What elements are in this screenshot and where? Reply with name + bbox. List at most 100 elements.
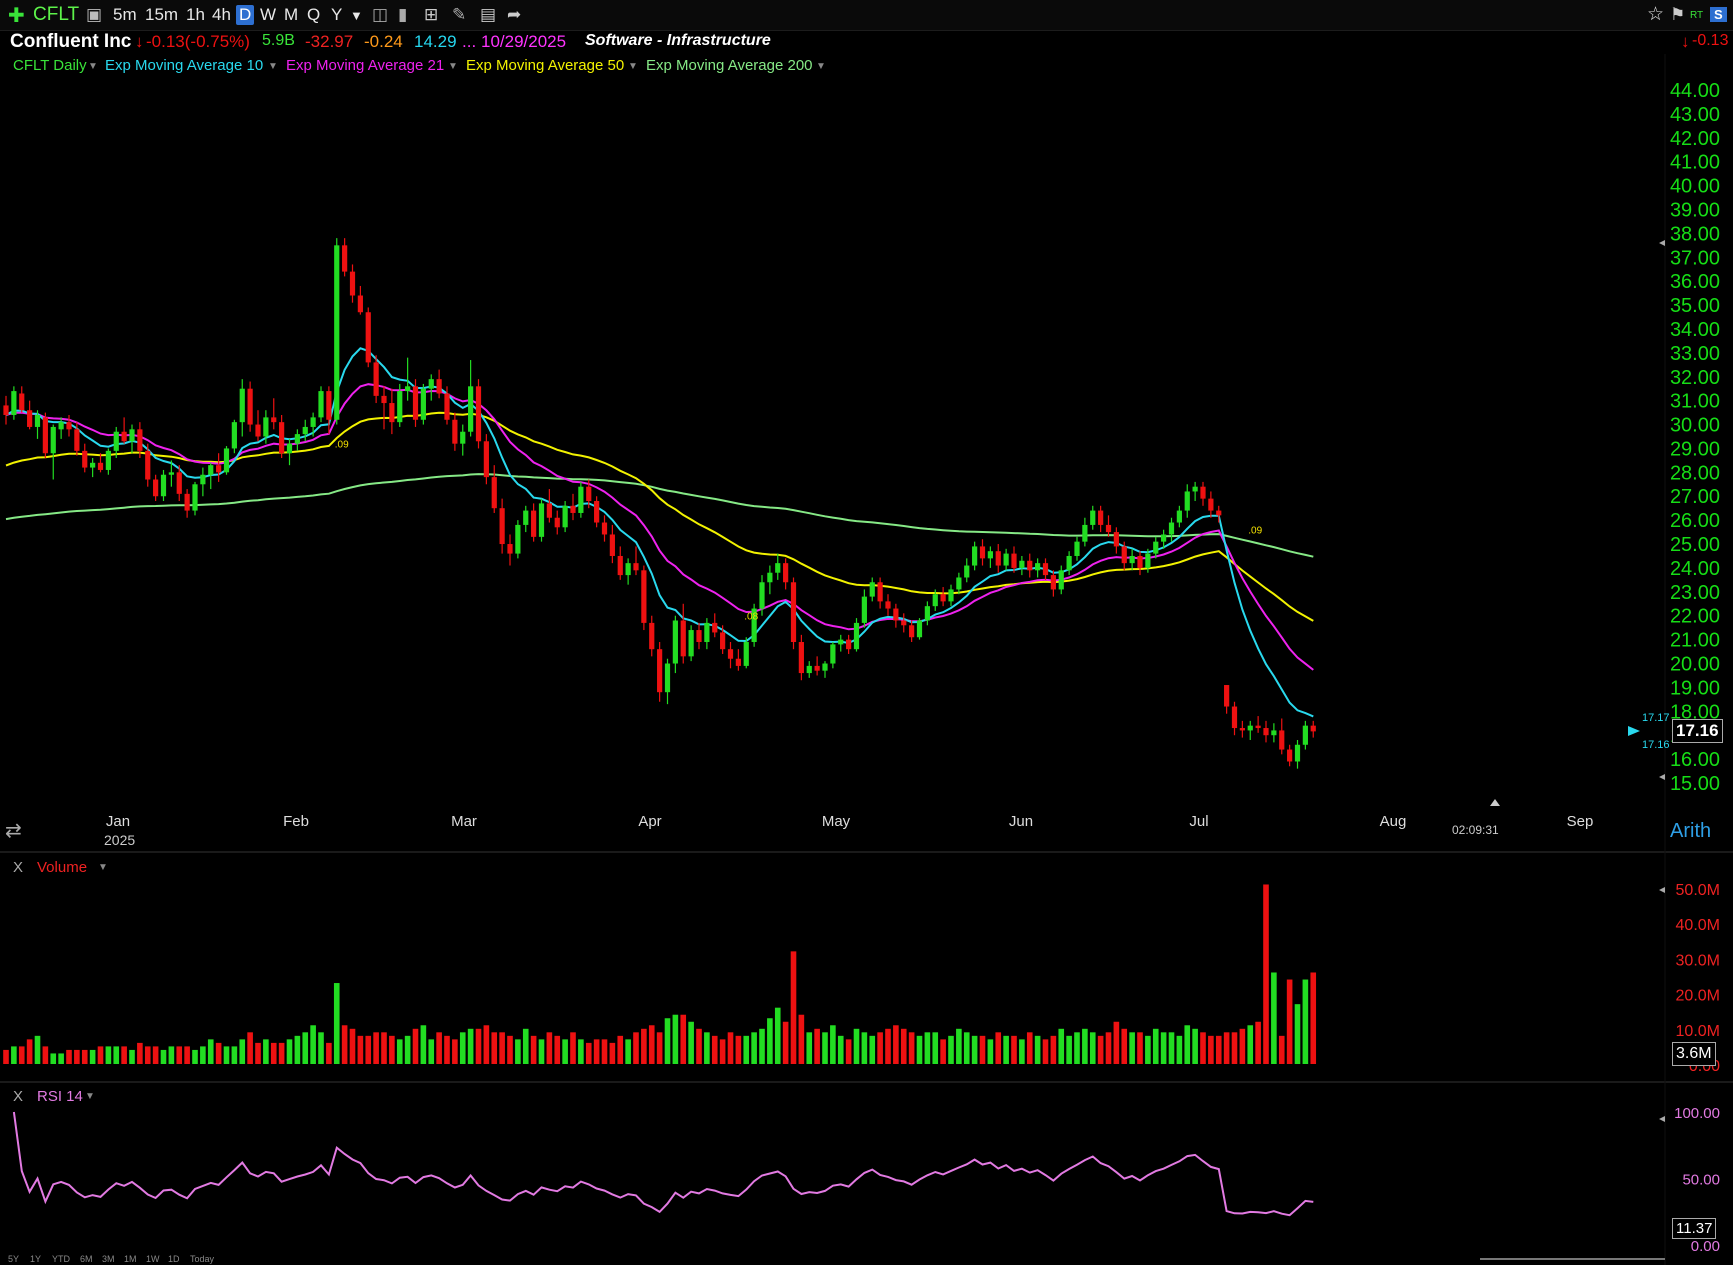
rsi-close-button[interactable]: X (13, 1088, 24, 1105)
range-button[interactable]: 1W (146, 1254, 160, 1264)
candle-body (1121, 546, 1127, 564)
price-tick-label: 19.00 (1670, 677, 1720, 699)
interval-d[interactable]: D (236, 5, 255, 25)
legend-ema50[interactable]: Exp Moving Average 50 (466, 57, 625, 74)
volume-dropdown-icon[interactable]: ▼ (98, 862, 108, 873)
market-cap: 5.9B (262, 32, 295, 49)
favorite-star-icon[interactable]: ☆ (1647, 4, 1665, 25)
interval-dropdown-icon[interactable]: ▼ (350, 8, 363, 23)
dividend-mark: .08 (744, 612, 758, 623)
candle-body (1129, 555, 1135, 564)
candle (349, 264, 356, 303)
interval-m[interactable]: M (284, 5, 299, 24)
candle (113, 426, 119, 459)
candle-body (373, 362, 379, 396)
ema21-line (5, 383, 1314, 671)
candle (531, 503, 537, 542)
candle (727, 642, 734, 669)
scale-mode[interactable]: Arith (1670, 820, 1712, 842)
volume-bar (11, 1046, 17, 1064)
interval-1h[interactable]: 1h (186, 5, 205, 24)
candle-body (153, 479, 159, 497)
candle-body (318, 391, 324, 418)
candle (279, 414, 285, 459)
candle (1027, 553, 1033, 578)
range-button[interactable]: 5Y (8, 1254, 20, 1264)
candle (27, 400, 33, 430)
legend-ema10-dropdown-icon[interactable]: ▼ (268, 61, 278, 72)
volume-bar (735, 1035, 742, 1064)
legend-ema21[interactable]: Exp Moving Average 21 (286, 57, 445, 74)
time-axis-label: Jul (1189, 813, 1208, 830)
more-ellipsis[interactable]: ... (462, 32, 477, 51)
bar-style-icon[interactable]: ▮ (398, 5, 408, 24)
axis-arrow-icon (1659, 1116, 1665, 1122)
candle (168, 460, 174, 487)
legend-ema10[interactable]: Exp Moving Average 10 (105, 57, 264, 74)
rsi-dropdown-icon[interactable]: ▼ (85, 1091, 95, 1102)
volume-close-button[interactable]: X (13, 859, 24, 876)
candle (405, 357, 411, 401)
candle (468, 360, 474, 437)
range-button[interactable]: 1D (168, 1254, 180, 1264)
camera-icon[interactable]: ▣ (86, 5, 103, 24)
chart-type-icon[interactable]: ◫ (372, 5, 389, 24)
legend-price-dropdown-icon[interactable]: ▼ (88, 61, 98, 72)
candle (696, 622, 702, 650)
draw-pencil-icon[interactable]: ✎ (452, 5, 467, 24)
legend-ema200-dropdown-icon[interactable]: ▼ (816, 61, 826, 72)
volume-bar (877, 1032, 883, 1064)
candle-body (531, 510, 537, 537)
candle (1263, 720, 1269, 743)
candle-body (1231, 706, 1238, 729)
ticker-symbol[interactable]: CFLT (33, 4, 80, 25)
interval-15m[interactable]: 15m (145, 5, 179, 24)
interval-q[interactable]: Q (307, 5, 321, 24)
volume-bar (1089, 1032, 1096, 1064)
interval-4h[interactable]: 4h (212, 5, 231, 24)
range-button[interactable]: YTD (52, 1254, 70, 1264)
clock-label: 02:09:31 (1452, 823, 1499, 837)
legend-ema200[interactable]: Exp Moving Average 200 (646, 57, 813, 74)
s-badge[interactable]: S (1710, 7, 1727, 22)
price-tick-label: 18.00 (1670, 701, 1720, 723)
range-button[interactable]: 6M (80, 1254, 93, 1264)
rsi-pane-title[interactable]: RSI 14 (37, 1088, 83, 1105)
add-symbol-icon[interactable]: ✚ (8, 5, 25, 27)
candle (633, 546, 639, 576)
interval-w[interactable]: W (260, 5, 277, 24)
volume-pane-title[interactable]: Volume (37, 859, 88, 876)
interval-5m[interactable]: 5m (113, 5, 137, 24)
candle-body (145, 450, 151, 480)
legend-ema50-dropdown-icon[interactable]: ▼ (628, 61, 638, 72)
range-button[interactable]: 1M (124, 1254, 137, 1264)
volume-bar (1184, 1025, 1191, 1064)
indicators-icon[interactable]: ⊞ (424, 5, 439, 24)
flag-icon[interactable]: ⚑ (1670, 5, 1686, 24)
candle (924, 601, 930, 626)
interval-y[interactable]: Y (331, 5, 343, 24)
price-tick-label: 25.00 (1670, 534, 1720, 556)
volume-bar (940, 1039, 946, 1064)
legend-price[interactable]: CFLT Daily (13, 57, 87, 74)
range-button[interactable]: 1Y (30, 1254, 42, 1264)
volume-bar (1200, 1032, 1206, 1064)
price-tick-label: 23.00 (1670, 582, 1720, 604)
earnings-date: 10/29/2025 (481, 32, 567, 51)
volume-bar (168, 1046, 175, 1064)
volume-bar (357, 1035, 364, 1064)
range-button[interactable]: Today (190, 1254, 215, 1264)
layouts-icon[interactable]: ▤ (480, 5, 497, 24)
volume-bar (333, 983, 340, 1064)
sync-arrows-icon[interactable]: ⇄ (5, 820, 22, 842)
share-icon[interactable]: ➦ (507, 5, 522, 24)
candle-body (932, 594, 938, 607)
candle (916, 618, 923, 640)
legend-ema21-dropdown-icon[interactable]: ▼ (448, 61, 458, 72)
candle (452, 412, 458, 451)
volume-bar (1255, 1021, 1261, 1064)
ema10-line (5, 347, 1314, 718)
range-button[interactable]: 3M (102, 1254, 115, 1264)
candle-body (877, 582, 883, 602)
